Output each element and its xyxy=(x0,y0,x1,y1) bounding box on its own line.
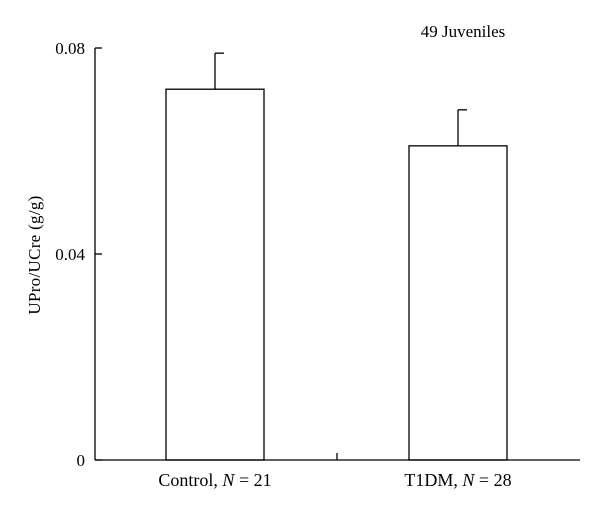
x-category-label: Control, N = 21 xyxy=(158,470,271,490)
y-tick-label: 0.04 xyxy=(55,245,85,264)
chart-annotation: 49 Juveniles xyxy=(421,22,506,41)
bar-control xyxy=(165,88,265,461)
error-bars-group xyxy=(214,52,467,146)
y-tick-label: 0 xyxy=(77,451,86,470)
y-ticks-group: 0 0.04 0.08 xyxy=(55,39,102,470)
x-labels-group: Control, N = 21 T1DM, N = 28 xyxy=(158,470,511,490)
bar-t1dm xyxy=(408,145,508,461)
bars-group xyxy=(165,88,508,461)
y-axis-label: UPro/UCre (g/g) xyxy=(25,195,44,314)
x-category-label: T1DM, N = 28 xyxy=(404,470,511,490)
y-tick-label: 0.08 xyxy=(55,39,85,58)
